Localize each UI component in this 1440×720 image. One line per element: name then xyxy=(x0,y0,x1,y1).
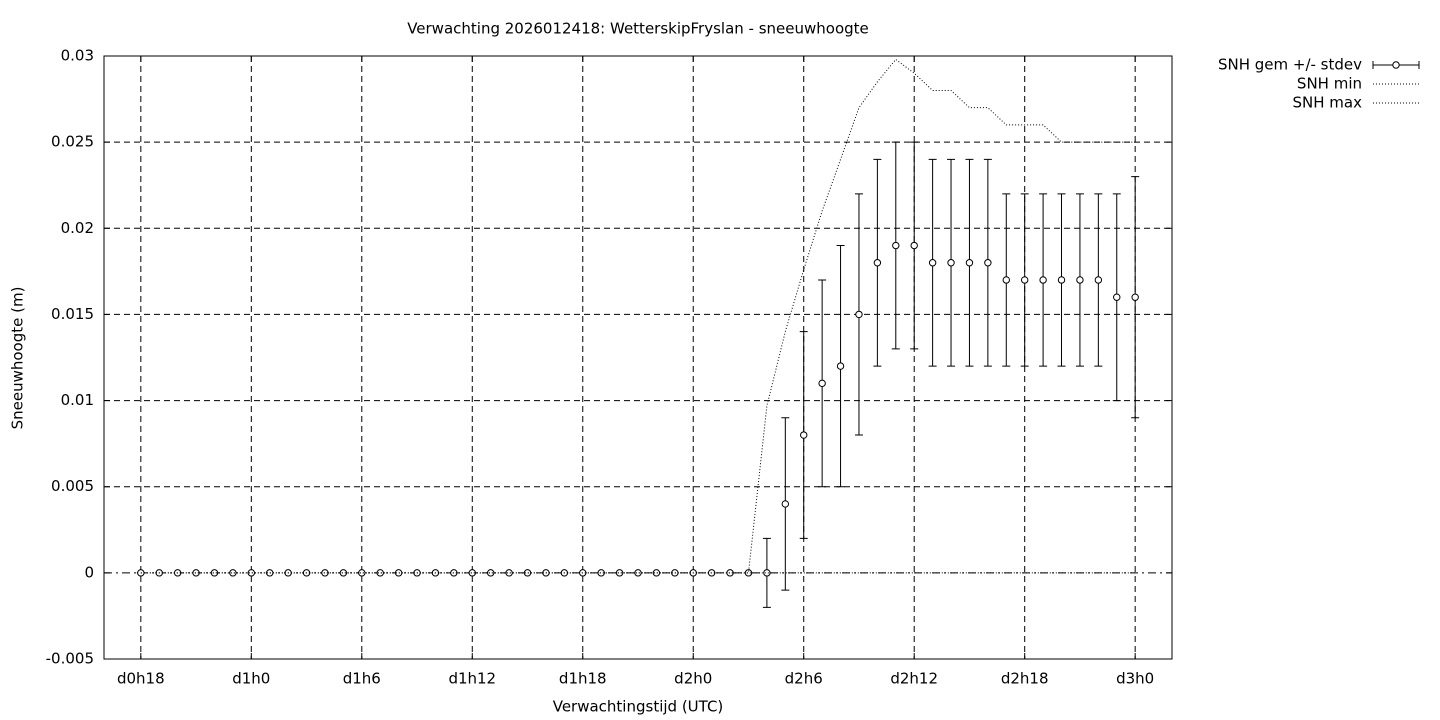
data-point xyxy=(376,569,384,577)
y-tick-label: -0.005 xyxy=(46,650,94,668)
x-tick-label: d2h12 xyxy=(890,670,938,688)
plot-frame xyxy=(103,55,1173,660)
y-axis-label: Sneeuwhoogte (m) xyxy=(9,287,27,430)
y-tick-label: 0.015 xyxy=(51,305,94,323)
data-point xyxy=(1076,276,1084,284)
legend-swatch xyxy=(1392,61,1400,69)
data-point xyxy=(634,569,642,577)
data-point xyxy=(800,431,808,439)
data-point xyxy=(523,569,532,577)
x-tick-label: d1h0 xyxy=(232,670,270,688)
x-axis-label: Verwachtingstijd (UTC) xyxy=(553,698,724,716)
data-point xyxy=(247,569,256,577)
x-tick-label: d1h6 xyxy=(343,670,381,688)
data-point xyxy=(229,569,237,577)
data-point xyxy=(744,569,753,577)
x-tick-label: d2h0 xyxy=(674,670,712,688)
data-point xyxy=(928,259,937,267)
data-point xyxy=(910,241,918,250)
data-point xyxy=(339,569,348,577)
x-tick-label: d2h18 xyxy=(1001,670,1049,688)
data-point xyxy=(947,259,955,267)
data-point xyxy=(726,569,734,577)
data-point xyxy=(836,362,845,370)
data-point xyxy=(1039,276,1047,284)
x-tick-label: d3h0 xyxy=(1116,670,1154,688)
x-tick-label: d1h12 xyxy=(448,670,496,688)
data-point xyxy=(873,259,882,267)
legend-label: SNH max xyxy=(1293,94,1363,112)
legend-label: SNH min xyxy=(1297,75,1362,93)
data-point xyxy=(597,569,605,577)
data-point xyxy=(394,569,403,577)
data-point xyxy=(781,500,790,508)
data-point xyxy=(486,569,495,577)
y-tick-label: 0.03 xyxy=(61,47,94,65)
data-point xyxy=(892,241,900,250)
data-point xyxy=(652,569,661,577)
data-point xyxy=(505,569,513,577)
x-tick-label: d1h18 xyxy=(559,670,607,688)
x-tick-label: d0h18 xyxy=(117,670,165,688)
data-point xyxy=(468,569,476,577)
data-point xyxy=(358,569,366,577)
data-point xyxy=(763,569,771,577)
y-tick-label: 0.025 xyxy=(51,133,94,151)
series-line xyxy=(140,58,1136,574)
data-point xyxy=(615,569,624,577)
data-point xyxy=(855,310,863,319)
x-tick-label: d2h6 xyxy=(785,670,823,688)
data-point xyxy=(965,259,974,267)
y-tick-label: 0.01 xyxy=(61,391,94,409)
legend-label: SNH gem +/- stdev xyxy=(1218,56,1362,74)
chart-title: Verwachting 2026012418: WetterskipFrysla… xyxy=(407,20,869,38)
data-point xyxy=(192,569,200,577)
data-point xyxy=(1057,276,1066,284)
y-tick-label: 0 xyxy=(84,563,94,581)
data-point xyxy=(1131,293,1139,301)
y-tick-label: 0.02 xyxy=(61,219,94,237)
data-point xyxy=(1094,276,1103,284)
y-tick-label: 0.005 xyxy=(51,477,94,495)
data-point xyxy=(1020,276,1029,284)
data-point xyxy=(818,379,826,388)
data-point xyxy=(1002,276,1010,284)
data-point xyxy=(1113,293,1121,301)
data-point xyxy=(210,569,219,577)
data-point xyxy=(984,259,992,267)
